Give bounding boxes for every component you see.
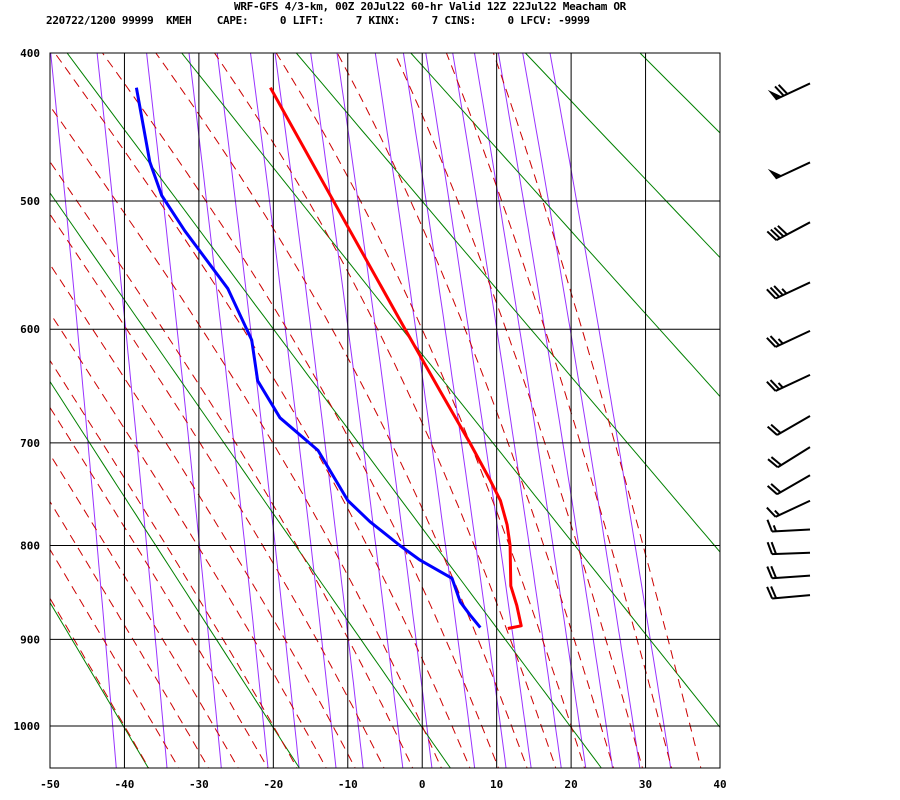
dry-adiabat-line bbox=[0, 37, 1, 775]
x-tick-label: -30 bbox=[189, 778, 209, 791]
profiles bbox=[134, 86, 523, 630]
wind-barb bbox=[766, 221, 811, 242]
y-tick-label: 800 bbox=[20, 540, 40, 553]
wind-barb bbox=[766, 329, 811, 348]
y-tick-label: 500 bbox=[20, 195, 40, 208]
mixing-ratio-line bbox=[549, 53, 672, 768]
moist-adiabat-line bbox=[50, 500, 210, 768]
dewpoint-profile-line bbox=[134, 87, 482, 629]
mixing-ratio-line bbox=[374, 53, 476, 768]
wind-barb bbox=[766, 519, 811, 533]
wind-barb bbox=[766, 541, 811, 556]
x-tick-label: -40 bbox=[115, 778, 135, 791]
wind-barb bbox=[767, 161, 811, 180]
axis-labels: -50 -40 -30 -20 -10 0 10 20 30 40 400 500 600 700 800 9… bbox=[14, 47, 727, 791]
grid bbox=[49, 52, 721, 769]
x-tick-label: 0 bbox=[419, 778, 426, 791]
moist-adiabat-line bbox=[393, 53, 643, 768]
wind-barbs bbox=[766, 82, 811, 600]
dry-adiabat-line bbox=[639, 53, 720, 134]
moist-adiabat-line bbox=[50, 213, 385, 768]
wind-barb bbox=[766, 281, 811, 300]
x-tick-label: -10 bbox=[338, 778, 358, 791]
x-tick-label: -50 bbox=[40, 778, 60, 791]
y-tick-label: 400 bbox=[20, 47, 40, 60]
wind-barb bbox=[767, 446, 811, 469]
moist-adiabat-line bbox=[101, 53, 500, 768]
moist-adiabat-line bbox=[50, 312, 327, 768]
moist-adiabat-line bbox=[445, 53, 673, 768]
moist-adiabat-line bbox=[275, 53, 586, 768]
chart-title: WRF-GFS 4/3-km, 00Z 20Jul22 60-hr Valid … bbox=[234, 0, 626, 13]
dry-adiabat-line bbox=[851, 37, 900, 775]
moist-adiabat-line bbox=[50, 453, 239, 768]
mixing-ratio-line bbox=[216, 53, 300, 768]
wind-barb bbox=[766, 373, 811, 392]
temperature-profile-line bbox=[269, 86, 523, 630]
sounding-indices: 220722/1200 99999 KMEH CAPE: 0 LIFT: 7 K… bbox=[46, 14, 590, 27]
y-tick-label: 700 bbox=[20, 437, 40, 450]
moist-adiabat-line bbox=[50, 263, 356, 768]
mixing-ratio-line bbox=[50, 53, 117, 768]
mixing-ratio-line bbox=[522, 53, 641, 768]
mixing-ratio-line bbox=[310, 53, 404, 768]
dry-adiabat-line bbox=[181, 53, 720, 729]
x-tick-label: 20 bbox=[564, 778, 577, 791]
mixing-ratio-line bbox=[188, 53, 269, 768]
mixing-ratio-line bbox=[146, 53, 222, 768]
y-tick-label: 600 bbox=[20, 323, 40, 336]
y-tick-label: 1000 bbox=[14, 720, 41, 733]
moist-adiabat-line bbox=[50, 406, 269, 768]
wind-barb bbox=[766, 565, 811, 580]
wind-barb bbox=[766, 499, 811, 518]
moist-adiabat-line bbox=[54, 53, 471, 768]
x-tick-label: -20 bbox=[263, 778, 283, 791]
wind-barb bbox=[767, 82, 811, 101]
dry-adiabat-line bbox=[66, 53, 602, 768]
dry-adiabat-line bbox=[524, 53, 720, 259]
mixing-ratio-line bbox=[249, 53, 337, 768]
x-tick-label: 30 bbox=[639, 778, 652, 791]
mixing-ratio-line bbox=[473, 53, 587, 768]
moist-adiabat-line bbox=[50, 359, 298, 768]
dry-adiabat-line bbox=[410, 53, 720, 398]
wind-barb bbox=[766, 415, 811, 436]
moist-adiabat-line bbox=[336, 53, 614, 768]
mixing-ratio-line bbox=[497, 53, 614, 768]
moist-adiabat-line bbox=[155, 53, 528, 768]
x-tick-label: 10 bbox=[490, 778, 503, 791]
background-lines bbox=[0, 37, 900, 775]
moist-adiabat-line bbox=[50, 597, 150, 768]
mixing-ratio-line bbox=[425, 53, 532, 768]
wind-barb bbox=[766, 586, 811, 600]
mixing-ratio-line bbox=[402, 53, 507, 768]
moist-adiabat-line bbox=[50, 160, 414, 768]
dry-adiabat-line bbox=[738, 37, 900, 775]
dry-adiabat-line bbox=[50, 192, 451, 768]
x-tick-label: 40 bbox=[713, 778, 726, 791]
mixing-ratio-line bbox=[336, 53, 433, 768]
y-tick-label: 900 bbox=[20, 633, 40, 646]
dry-adiabat-line bbox=[295, 53, 720, 553]
mixing-ratio-line bbox=[96, 53, 168, 768]
moist-adiabat-line bbox=[492, 53, 702, 768]
wind-barb bbox=[766, 474, 811, 496]
moist-adiabat-line bbox=[50, 548, 180, 768]
dry-adiabat-line bbox=[50, 601, 149, 768]
mixing-ratio-line bbox=[452, 53, 562, 768]
moist-adiabat-line bbox=[213, 53, 557, 768]
dry-adiabat-line bbox=[50, 380, 300, 768]
